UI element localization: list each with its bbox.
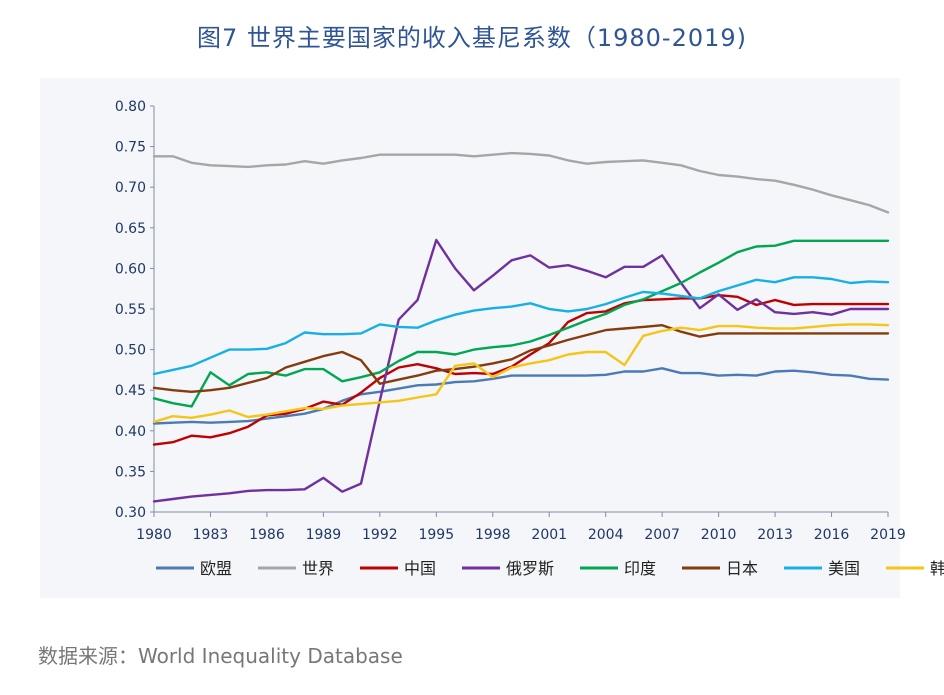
series-line-4 <box>152 239 890 408</box>
y-tick-label: 0.60 <box>115 261 146 277</box>
x-tick-label: 1998 <box>475 527 511 543</box>
y-tick-label: 0.45 <box>115 383 146 399</box>
x-tick-label: 2007 <box>644 527 680 543</box>
series-line-7 <box>152 323 890 424</box>
legend-label-7: 韩国 <box>930 559 944 578</box>
axes: 0.30 0.35 0.40 0.45 0.50 0.55 0.60 0.65 0.70 0.75… <box>115 99 906 543</box>
x-tick-label: 2001 <box>531 527 567 543</box>
plot-background <box>40 78 900 598</box>
x-tick-label: 1986 <box>249 527 285 543</box>
x-tick-label: 1980 <box>136 527 172 543</box>
legend-label-2: 中国 <box>404 559 436 578</box>
legend-label-4: 印度 <box>624 559 656 578</box>
x-tick-label: 1989 <box>306 527 342 543</box>
legend-label-0: 欧盟 <box>200 559 232 578</box>
source-note: 数据来源：World Inequality Database <box>38 644 403 668</box>
x-tick-label: 2016 <box>814 527 850 543</box>
legend-label-5: 日本 <box>726 559 758 578</box>
series-line-5 <box>152 324 890 393</box>
y-tick-label: 0.75 <box>115 140 146 156</box>
y-tick-label: 0.80 <box>115 99 146 115</box>
y-tick-label: 0.30 <box>115 505 146 521</box>
y-tick-label: 0.70 <box>115 180 146 196</box>
series-line-2 <box>152 294 890 446</box>
x-tick-label: 1995 <box>418 527 454 543</box>
x-tick-label: 2004 <box>588 527 624 543</box>
series-line-1 <box>152 151 890 214</box>
series-line-3 <box>152 238 890 503</box>
y-tick-label: 0.35 <box>115 464 146 480</box>
x-tick-label: 1983 <box>193 527 229 543</box>
series-line-0 <box>152 367 890 425</box>
y-tick-label: 0.50 <box>115 343 146 359</box>
y-tick-label: 0.40 <box>115 424 146 440</box>
x-tick-label: 1992 <box>362 527 398 543</box>
x-tick-label: 2013 <box>757 527 793 543</box>
chart-title: 图7 世界主要国家的收入基尼系数（1980-2019) <box>196 24 748 52</box>
legend-label-3: 俄罗斯 <box>506 559 554 578</box>
y-tick-label: 0.65 <box>115 221 146 237</box>
series-lines <box>152 151 890 503</box>
x-tick-label: 2010 <box>701 527 737 543</box>
legend-label-6: 美国 <box>828 559 860 578</box>
legend: 欧盟 世界 中国 俄罗斯 印度 日本 美国 韩国 <box>156 559 944 578</box>
series-line-6 <box>152 276 890 376</box>
y-tick-label: 0.55 <box>115 302 146 318</box>
legend-label-1: 世界 <box>302 559 334 578</box>
x-tick-label: 2019 <box>870 527 906 543</box>
